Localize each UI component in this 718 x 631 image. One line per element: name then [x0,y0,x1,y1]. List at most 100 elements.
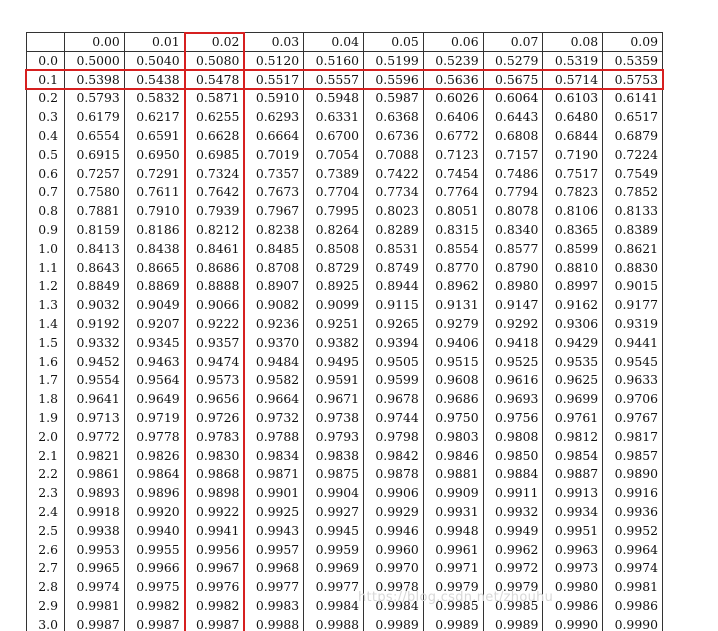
table-cell: 0.7764 [422,183,484,202]
table-cell: 0.9808 [482,427,543,447]
table-cell: 0.9906 [362,483,424,503]
table-cell: 0.7291 [123,164,185,184]
table-cell: 0.5987 [362,89,424,108]
table-cell: 0.5120 [243,51,304,71]
table-cell: 0.5636 [422,70,484,90]
table-cell: 0.5000 [64,51,125,71]
table-cell: 0.9951 [542,521,603,541]
table-cell: 0.9761 [542,408,603,428]
row-label: 1.4 [26,314,65,334]
table-cell: 0.9830 [183,446,244,466]
table-cell: 0.9982 [123,596,185,616]
table-cell: 0.7157 [482,145,543,165]
table-cell: 0.9525 [482,352,543,372]
table-cell: 0.6664 [243,126,304,146]
table-cell: 0.6700 [303,126,364,146]
table-cell: 0.9896 [123,483,185,503]
table-cell: 0.9778 [123,427,185,447]
table-cell: 0.9192 [64,314,125,334]
table-cell: 0.9884 [482,465,543,484]
table-cell: 0.9961 [422,540,484,560]
table-cell: 0.8554 [422,239,484,259]
table-row: 0.7 0.7580 0.7611 0.7642 0.7673 0.7704 0.7734 0… [26,183,663,202]
table-cell: 0.6026 [422,89,484,108]
table-row: 2.0 0.9772 0.9778 0.9783 0.9788 0.9793 0.9798 0… [26,427,663,447]
table-cell: 0.9984 [303,596,364,616]
table-cell: 0.9817 [602,427,663,447]
table-cell: 0.9969 [303,559,364,578]
table-cell: 0.9616 [482,371,543,390]
table-cell: 0.9429 [542,333,603,353]
table-cell: 0.6808 [482,126,543,146]
table-cell: 0.9236 [243,314,304,334]
table-cell: 0.5596 [362,70,424,90]
table-cell: 0.5517 [243,70,304,90]
table-cell: 0.9898 [183,483,244,503]
table-cell: 0.9913 [542,483,603,503]
table-cell: 0.6293 [243,107,304,127]
table-cell: 0.5832 [123,89,185,108]
table-row: 0.4 0.6554 0.6591 0.6628 0.6664 0.6700 0.6736 0… [26,126,663,146]
table-cell: 0.9582 [243,371,304,390]
row-label: 1.9 [26,408,65,428]
table-cell: 0.9599 [362,371,424,390]
table-cell: 0.9649 [123,389,185,409]
table-cell: 0.9292 [482,314,543,334]
table-cell: 0.8980 [482,277,543,296]
table-cell: 0.8729 [303,258,364,278]
row-label: 0.4 [26,126,65,146]
table-cell: 0.9948 [422,521,484,541]
table-cell: 0.6554 [64,126,125,146]
row-label: 0.5 [26,145,65,165]
table-cell: 0.9974 [602,559,663,578]
table-row: 2.7 0.9965 0.9966 0.9967 0.9968 0.9969 0.9970 0… [26,559,663,578]
table-cell: 0.8289 [362,220,424,240]
z-table-container: 0.00 0.01 0.02 0.03 0.04 0.05 0.06 0.07 … [26,32,663,631]
table-cell: 0.9484 [243,352,304,372]
table-cell: 0.8665 [123,258,185,278]
column-header: 0.06 [422,32,484,52]
table-cell: 0.9625 [542,371,603,390]
table-cell: 0.9934 [542,502,603,522]
table-cell: 0.6141 [602,89,663,108]
row-label: 0.6 [26,164,65,184]
table-row: 1.3 0.9032 0.9049 0.9066 0.9082 0.9099 0.9115 0… [26,295,663,315]
table-cell: 0.9911 [482,483,543,503]
table-cell: 0.8749 [362,258,424,278]
table-cell: 0.9803 [422,427,484,447]
table-cell: 0.7704 [303,183,364,202]
table-cell: 0.9977 [303,577,364,597]
table-cell: 0.8997 [542,277,603,296]
table-cell: 0.9671 [303,389,364,409]
table-cell: 0.9099 [303,295,364,315]
table-cell: 0.9985 [422,596,484,616]
table-cell: 0.9131 [422,295,484,315]
table-cell: 0.5948 [303,89,364,108]
table-cell: 0.9962 [482,540,543,560]
table-cell: 0.9656 [183,389,244,409]
table-cell: 0.9706 [602,389,663,409]
table-cell: 0.9394 [362,333,424,353]
table-row: 1.7 0.9554 0.9564 0.9573 0.9582 0.9591 0.9599 0… [26,371,663,390]
table-cell: 0.9985 [482,596,543,616]
table-cell: 0.7881 [64,201,125,221]
table-cell: 0.5557 [303,70,364,90]
table-cell: 0.9989 [482,615,543,631]
table-cell: 0.9868 [183,465,244,484]
table-cell: 0.9319 [602,314,663,334]
table-cell: 0.9943 [243,521,304,541]
table-cell: 0.9850 [482,446,543,466]
table-cell: 0.9956 [183,540,244,560]
row-label: 1.8 [26,389,65,409]
table-cell: 0.9990 [602,615,663,631]
table-cell: 0.9564 [123,371,185,390]
table-cell: 0.8461 [183,239,244,259]
row-label: 0.2 [26,89,65,108]
row-label: 0.9 [26,220,65,240]
table-cell: 0.5239 [422,51,484,71]
row-label: 2.3 [26,483,65,503]
table-cell: 0.5160 [303,51,364,71]
table-cell: 0.8770 [422,258,484,278]
table-row: 2.9 0.9981 0.9982 0.9982 0.9983 0.9984 0.9984 0… [26,596,663,616]
column-header: 0.02 [183,32,244,52]
